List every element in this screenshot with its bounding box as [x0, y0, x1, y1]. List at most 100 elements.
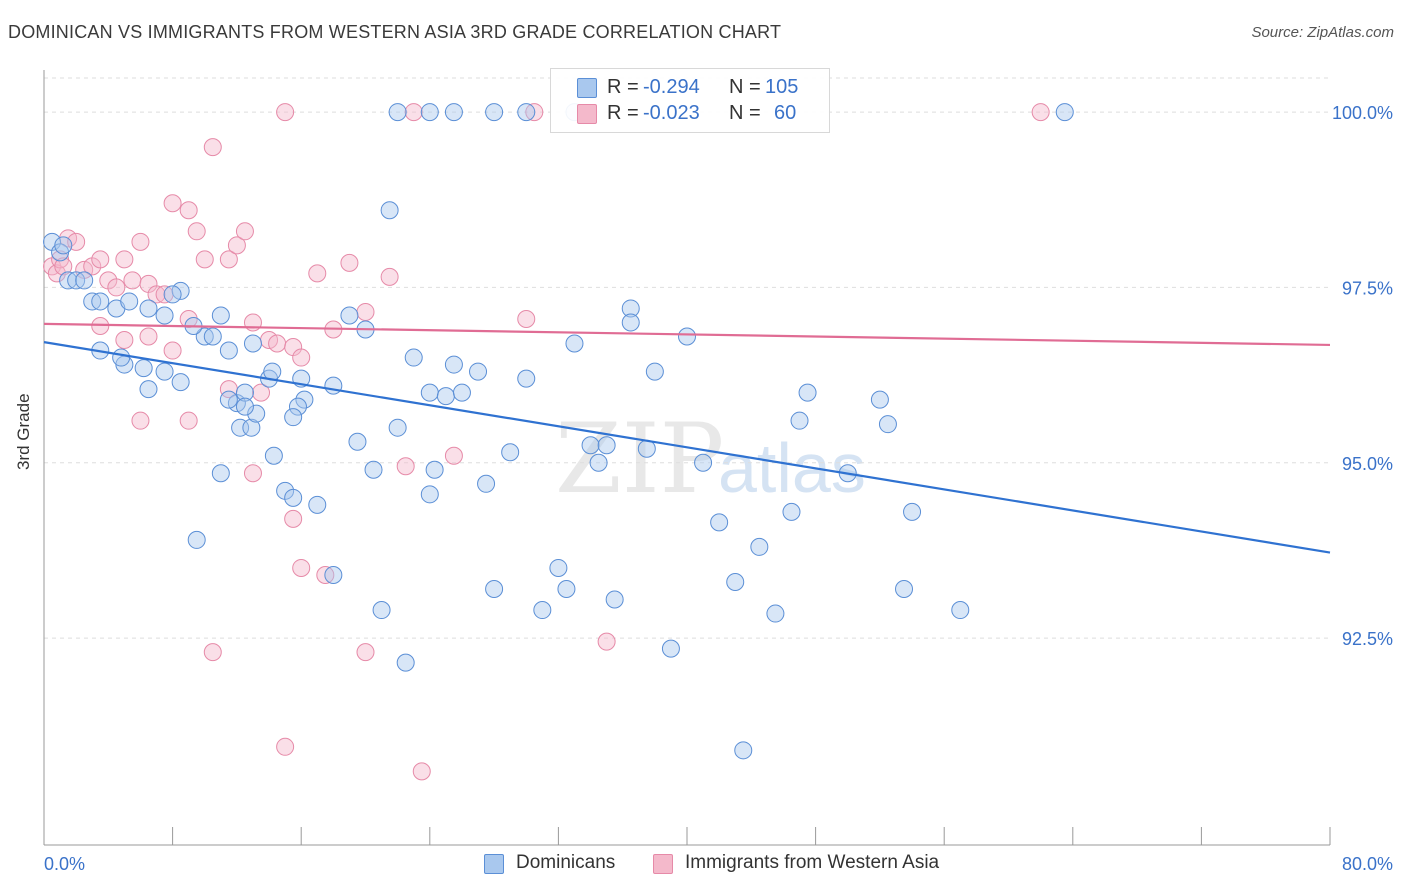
- point-dominicans: [404, 348, 423, 367]
- point-dominicans: [485, 580, 504, 599]
- point-immigrants: [179, 201, 198, 220]
- point-dominicans: [444, 103, 463, 122]
- point-dominicans: [203, 327, 222, 346]
- point-dominicans: [895, 580, 914, 599]
- point-immigrants: [412, 762, 431, 781]
- point-dominicans: [469, 362, 488, 381]
- point-dominicans: [211, 306, 230, 325]
- point-immigrants: [517, 309, 536, 328]
- point-dominicans: [308, 495, 327, 514]
- point-dominicans: [694, 453, 713, 472]
- point-dominicans: [295, 390, 314, 409]
- legend-swatch-pink: [577, 104, 597, 124]
- point-dominicans: [242, 418, 261, 437]
- point-dominicans: [557, 580, 576, 599]
- point-dominicans: [678, 327, 696, 346]
- point-dominicans: [396, 653, 415, 672]
- point-immigrants: [123, 271, 142, 290]
- point-dominicans: [364, 460, 383, 479]
- point-immigrants: [203, 643, 222, 662]
- legend-swatch-blue: [577, 78, 597, 98]
- y-tick-label: 100.0%: [1332, 103, 1393, 123]
- point-immigrants: [219, 250, 238, 269]
- point-dominicans: [243, 334, 262, 353]
- point-dominicans: [219, 341, 238, 360]
- point-immigrants: [276, 103, 295, 122]
- point-dominicans: [726, 572, 745, 591]
- point-dominicans: [501, 443, 520, 462]
- point-dominicans: [951, 601, 970, 620]
- point-dominicans: [420, 383, 439, 402]
- point-dominicans: [284, 488, 303, 507]
- point-immigrants: [308, 264, 327, 283]
- point-dominicans: [54, 236, 73, 255]
- point-dominicans: [517, 369, 536, 388]
- point-dominicans: [348, 432, 367, 451]
- point-dominicans: [605, 590, 624, 609]
- point-dominicans: [171, 373, 190, 392]
- point-dominicans: [661, 639, 680, 658]
- point-dominicans: [597, 436, 616, 455]
- point-immigrants: [276, 737, 295, 756]
- point-dominicans: [155, 306, 174, 325]
- point-dominicans: [235, 383, 254, 402]
- point-dominicans: [219, 390, 238, 409]
- point-immigrants: [444, 446, 463, 465]
- point-immigrants: [139, 327, 158, 346]
- point-dominicans: [420, 103, 439, 122]
- gridlines: [44, 77, 1330, 639]
- legend-r-label: R =: [607, 102, 639, 124]
- point-dominicans: [436, 387, 455, 406]
- axes: [43, 70, 1331, 846]
- point-dominicans: [565, 334, 584, 353]
- correlation-legend: R = -0.294 N = 105 R = -0.023 N = 60: [550, 68, 830, 133]
- trend-line-immigrants: [43, 322, 1331, 347]
- point-dominicans: [485, 103, 504, 122]
- point-dominicans: [264, 446, 283, 465]
- point-dominicans: [340, 306, 359, 325]
- legend-r-value: -0.294: [643, 76, 700, 98]
- point-dominicans: [388, 418, 407, 437]
- point-dominicans: [372, 601, 391, 620]
- point-immigrants: [131, 411, 150, 430]
- point-immigrants: [243, 464, 262, 483]
- point-dominicans: [517, 103, 536, 122]
- legend-n-label: N =: [729, 102, 761, 124]
- point-immigrants: [252, 383, 271, 402]
- point-immigrants: [404, 103, 423, 122]
- y-tick-label: 97.5%: [1342, 278, 1393, 298]
- point-immigrants: [268, 334, 287, 353]
- legend-swatch-blue: [484, 854, 504, 874]
- point-dominicans: [155, 362, 174, 381]
- point-immigrants: [356, 643, 375, 662]
- legend-swatch-pink: [653, 854, 673, 874]
- point-dominicans: [120, 292, 139, 311]
- point-dominicans: [870, 390, 889, 409]
- source-label: Source: ZipAtlas.com: [1251, 24, 1394, 41]
- x-tick-label: 0.0%: [44, 854, 85, 874]
- point-dominicans: [420, 485, 439, 504]
- point-immigrants: [340, 253, 359, 272]
- x-tick-label: 80.0%: [1342, 854, 1393, 874]
- point-dominicans: [324, 376, 343, 395]
- point-immigrants: [187, 222, 206, 241]
- point-immigrants: [235, 222, 254, 241]
- legend-n-value: 60: [774, 102, 797, 124]
- point-immigrants: [91, 250, 110, 269]
- point-immigrants: [107, 278, 126, 297]
- y-tick-label: 92.5%: [1342, 629, 1393, 649]
- point-immigrants: [115, 250, 134, 269]
- trend-line-dominicans: [43, 341, 1331, 554]
- y-axis-label: 3rd Grade: [14, 393, 33, 470]
- trend-lines: [43, 322, 1331, 554]
- point-immigrants: [115, 331, 134, 350]
- point-immigrants: [284, 509, 303, 528]
- point-dominicans: [284, 408, 303, 427]
- point-dominicans: [452, 383, 471, 402]
- point-immigrants: [131, 232, 150, 251]
- point-dominicans: [75, 271, 94, 290]
- point-dominicans: [388, 103, 407, 122]
- point-dominicans: [444, 355, 463, 374]
- point-immigrants: [163, 341, 182, 360]
- point-dominicans: [766, 604, 785, 623]
